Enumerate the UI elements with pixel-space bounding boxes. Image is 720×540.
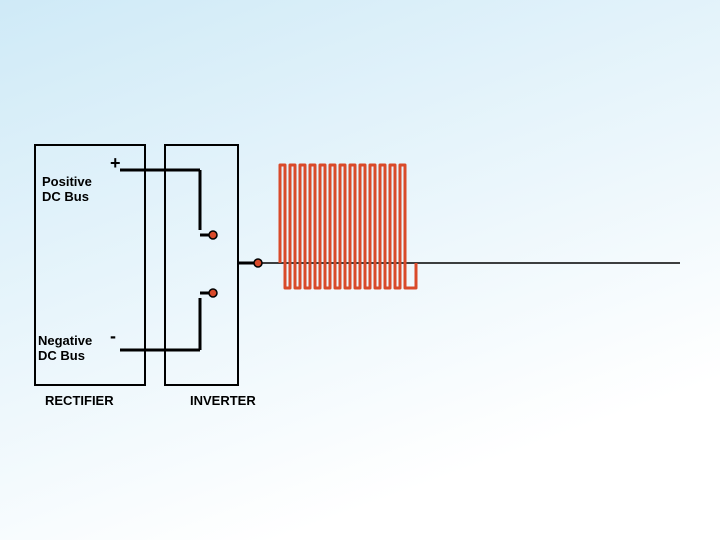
plus-sign: + bbox=[110, 153, 121, 174]
circuit-diagram bbox=[0, 0, 720, 540]
minus-sign: - bbox=[110, 326, 116, 347]
rectifier-label: RECTIFIER bbox=[45, 393, 114, 408]
positive-line-1: Positive bbox=[42, 174, 92, 189]
positive-line-2: DC Bus bbox=[42, 189, 89, 204]
inverter-label: INVERTER bbox=[190, 393, 256, 408]
negative-line-2: DC Bus bbox=[38, 348, 85, 363]
negative-line-1: Negative bbox=[38, 333, 92, 348]
positive-dc-bus-label: Positive DC Bus bbox=[42, 175, 92, 205]
negative-dc-bus-label: Negative DC Bus bbox=[38, 334, 92, 364]
